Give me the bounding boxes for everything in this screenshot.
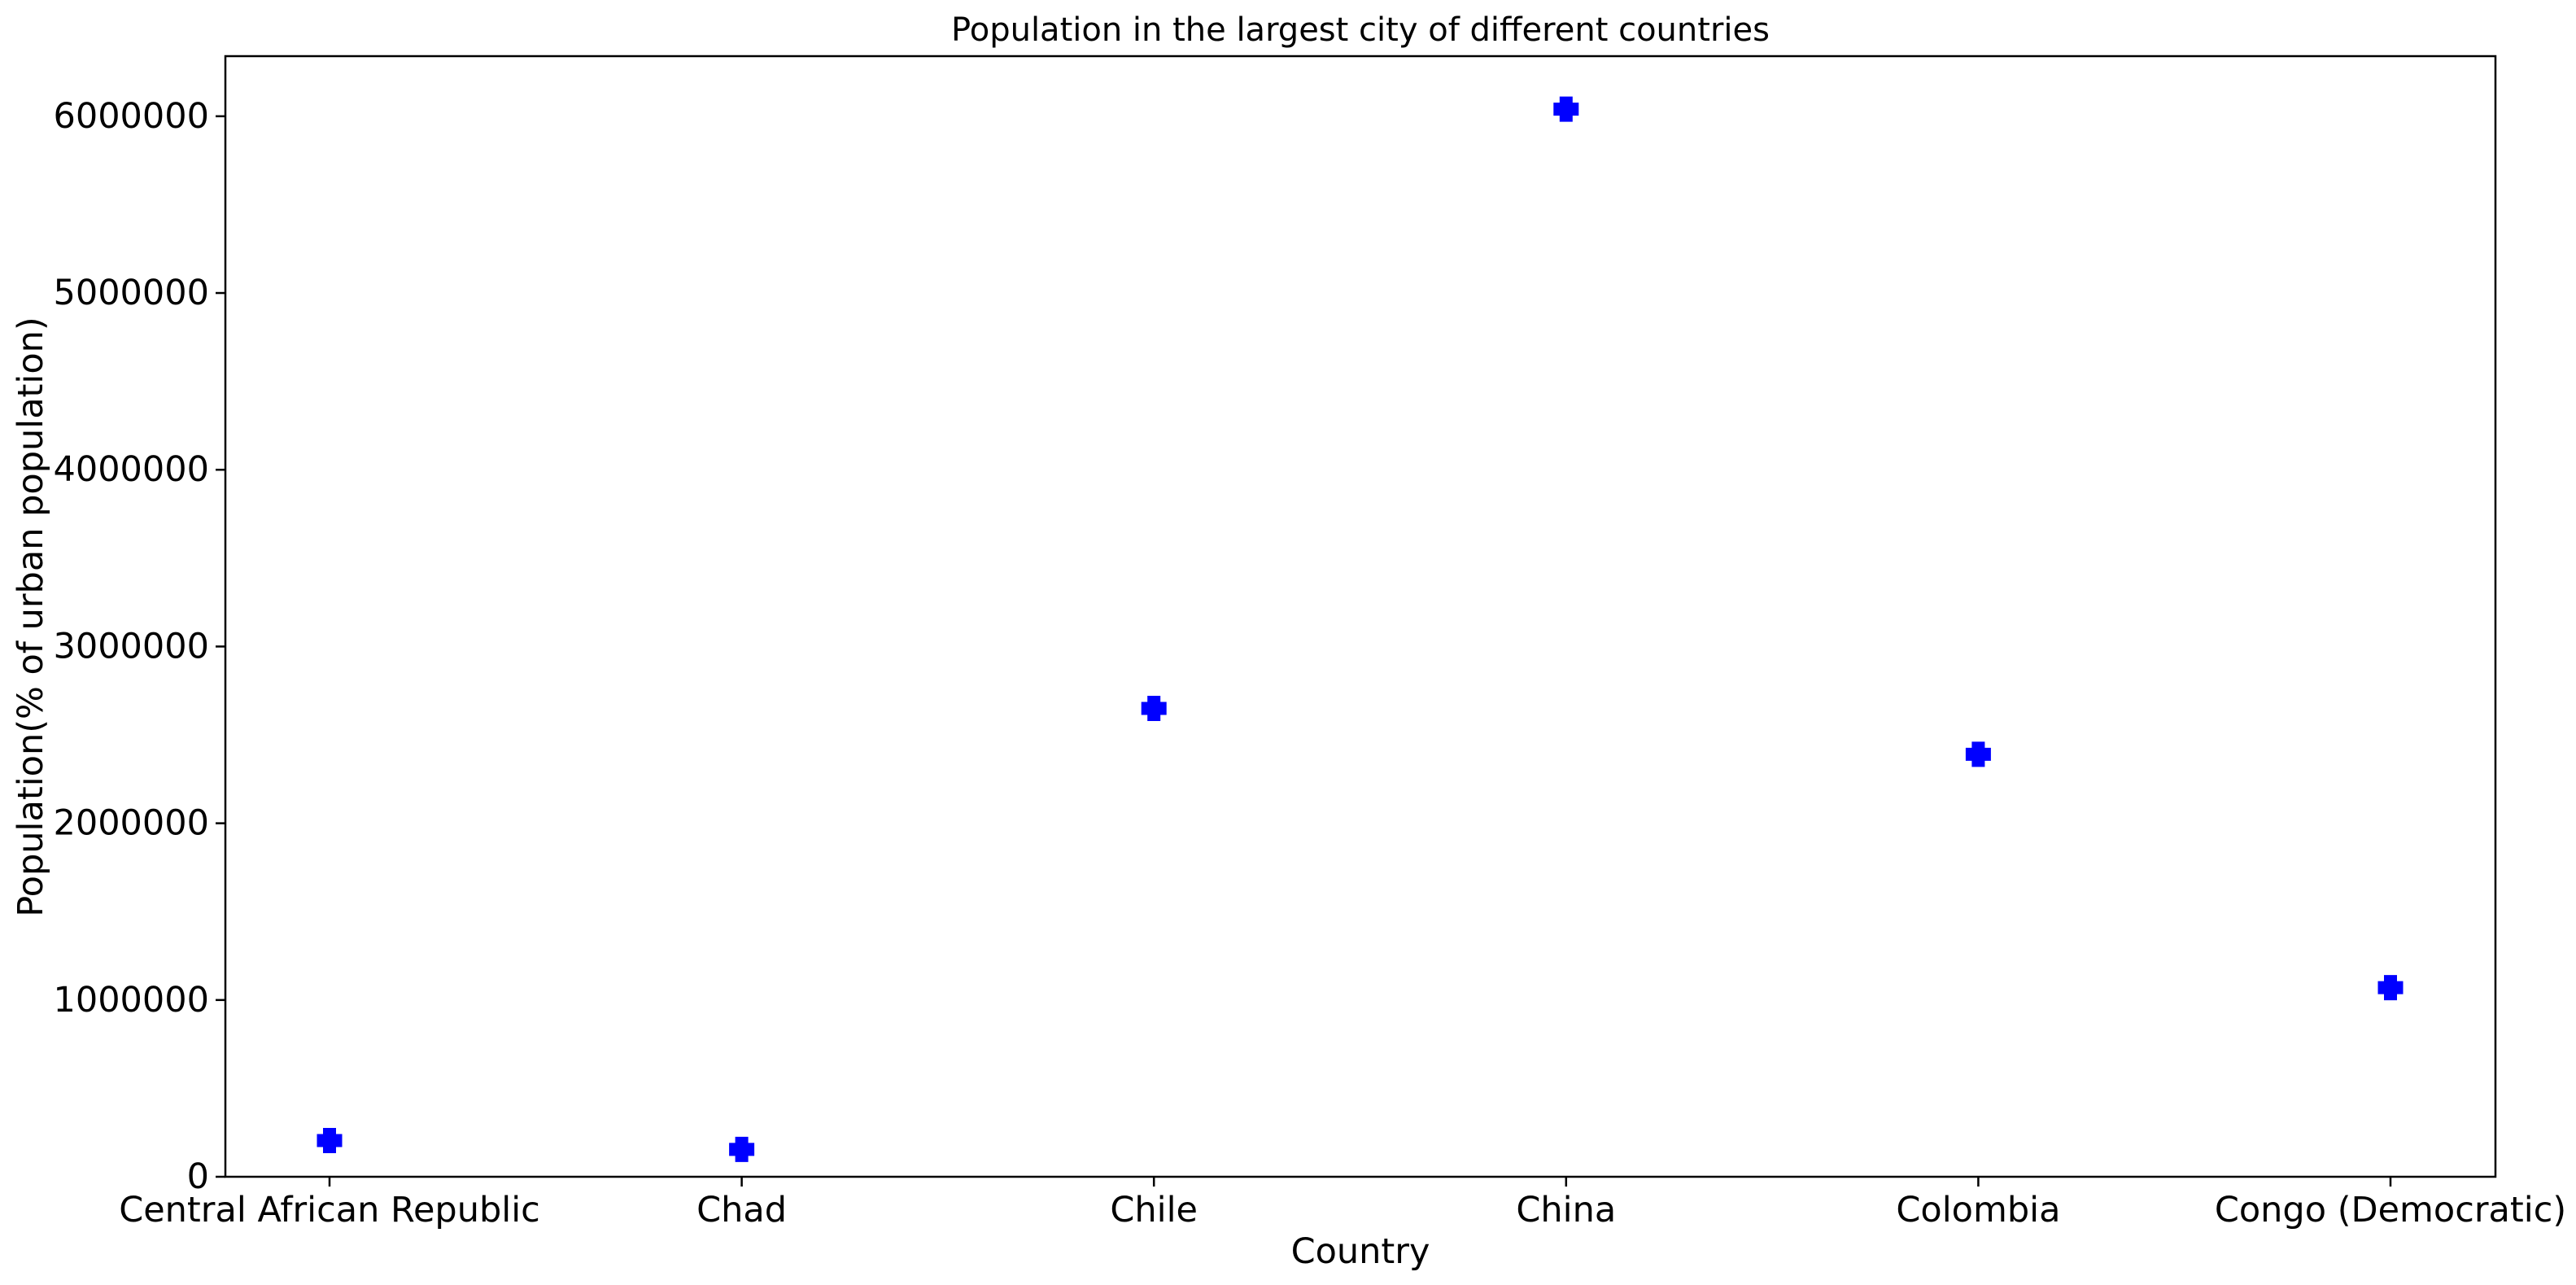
y-axis: 0 1000000 2000000 3000000 4000000 5000000 6000… xyxy=(53,96,225,1197)
x-tick-label: Colombia xyxy=(1896,1190,2060,1230)
y-tick-label: 1000000 xyxy=(53,980,209,1021)
y-tick-label: 4000000 xyxy=(53,449,209,490)
x-tick-label: Central African Republic xyxy=(119,1190,540,1230)
x-tick-label: Congo (Democratic) xyxy=(2215,1190,2566,1230)
y-tick-label: 0 xyxy=(187,1156,209,1197)
plot-area xyxy=(224,55,2497,1178)
y-tick-label: 6000000 xyxy=(53,96,209,137)
data-points xyxy=(317,96,2404,1162)
data-point-central-african-republic xyxy=(317,1127,343,1153)
data-point-chile xyxy=(1141,695,1167,721)
y-axis-label: Population(% of urban population) xyxy=(11,317,51,916)
data-point-colombia xyxy=(1965,741,1991,767)
x-axis-label: Country xyxy=(1291,1231,1430,1272)
x-tick-label: China xyxy=(1516,1190,1616,1230)
data-point-china xyxy=(1553,96,1579,122)
data-point-congo-democratic xyxy=(2377,975,2404,1001)
x-tick-label: Chad xyxy=(696,1190,787,1230)
x-axis: Central African Republic Chad Chile China Co… xyxy=(119,1177,2566,1230)
chart-title: Population in the largest city of differ… xyxy=(951,11,1770,49)
data-point-chad xyxy=(729,1136,755,1162)
y-tick-label: 2000000 xyxy=(53,803,209,844)
y-tick-label: 3000000 xyxy=(53,626,209,667)
x-tick-label: Chile xyxy=(1110,1190,1198,1230)
y-tick-label: 5000000 xyxy=(53,273,209,313)
